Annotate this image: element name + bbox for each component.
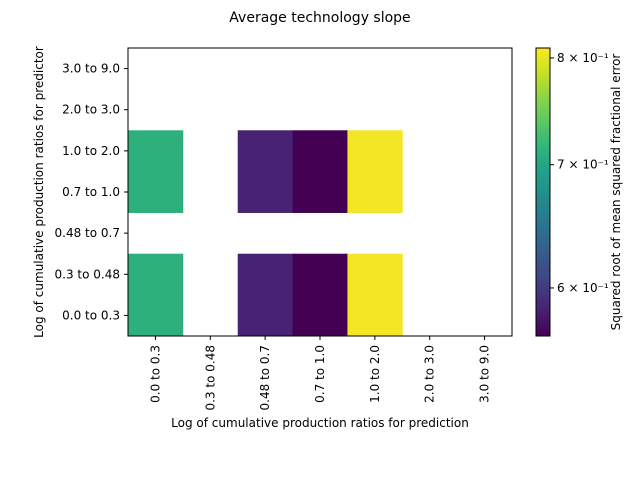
y-tick-label: 0.7 to 1.0 xyxy=(62,185,120,199)
heatmap-cell xyxy=(237,130,293,172)
heatmap-cell xyxy=(237,294,293,337)
colorbar-tick-label: 6 × 10⁻¹ xyxy=(557,281,609,295)
x-tick-label: 2.0 to 3.0 xyxy=(423,345,437,403)
heatmap-cell xyxy=(128,130,184,172)
colorbar-tick-label: 7 × 10⁻¹ xyxy=(557,158,609,172)
heatmap-cell xyxy=(292,171,348,213)
heatmap-cell xyxy=(292,130,348,172)
x-tick-label: 0.3 to 0.48 xyxy=(203,345,217,410)
x-tick-label: 1.0 to 2.0 xyxy=(368,345,382,403)
x-tick-label: 0.0 to 0.3 xyxy=(148,345,162,403)
heatmap-cell xyxy=(237,171,293,213)
x-axis-ticks: 0.0 to 0.3 0.3 to 0.48 0.48 to 0.7 0.7 to 1… xyxy=(148,336,492,410)
colorbar-ticks: 6 × 10⁻¹ 7 × 10⁻¹ 8 × 10⁻¹ xyxy=(550,51,609,295)
y-tick-label: 1.0 to 2.0 xyxy=(62,144,120,158)
colorbar-tick-label: 8 × 10⁻¹ xyxy=(557,51,609,65)
heatmap-cell xyxy=(128,294,184,337)
x-axis-label: Log of cumulative production ratios for … xyxy=(171,416,469,430)
heatmap-cell xyxy=(347,130,403,172)
x-tick-label: 0.48 to 0.7 xyxy=(258,345,272,410)
y-tick-label: 0.3 to 0.48 xyxy=(55,267,120,281)
heatmap-cell xyxy=(347,294,403,337)
y-axis-ticks: 0.0 to 0.3 0.3 to 0.48 0.48 to 0.7 0.7 to 1… xyxy=(55,62,128,322)
x-tick-label: 0.7 to 1.0 xyxy=(313,345,327,403)
colorbar xyxy=(535,47,551,337)
y-tick-label: 0.0 to 0.3 xyxy=(62,308,120,322)
heatmap-cell xyxy=(292,294,348,337)
heatmap-cell xyxy=(128,253,184,296)
y-tick-label: 3.0 to 9.0 xyxy=(62,62,120,76)
y-axis-label: Log of cumulative production ratios for … xyxy=(32,46,46,338)
y-tick-label: 2.0 to 3.0 xyxy=(62,103,120,117)
y-tick-label: 0.48 to 0.7 xyxy=(55,226,120,240)
heatmap-cell xyxy=(347,171,403,213)
x-tick-label: 3.0 to 9.0 xyxy=(478,345,492,403)
heatmap-cell xyxy=(292,253,348,296)
heatmap-cell xyxy=(128,171,184,213)
heatmap-cell xyxy=(347,253,403,296)
colorbar-label: Squared root of mean squared fractional … xyxy=(609,54,623,331)
chart-title: Average technology slope xyxy=(229,10,410,26)
heatmap-cell xyxy=(237,253,293,296)
heatmap-cells xyxy=(128,130,403,337)
